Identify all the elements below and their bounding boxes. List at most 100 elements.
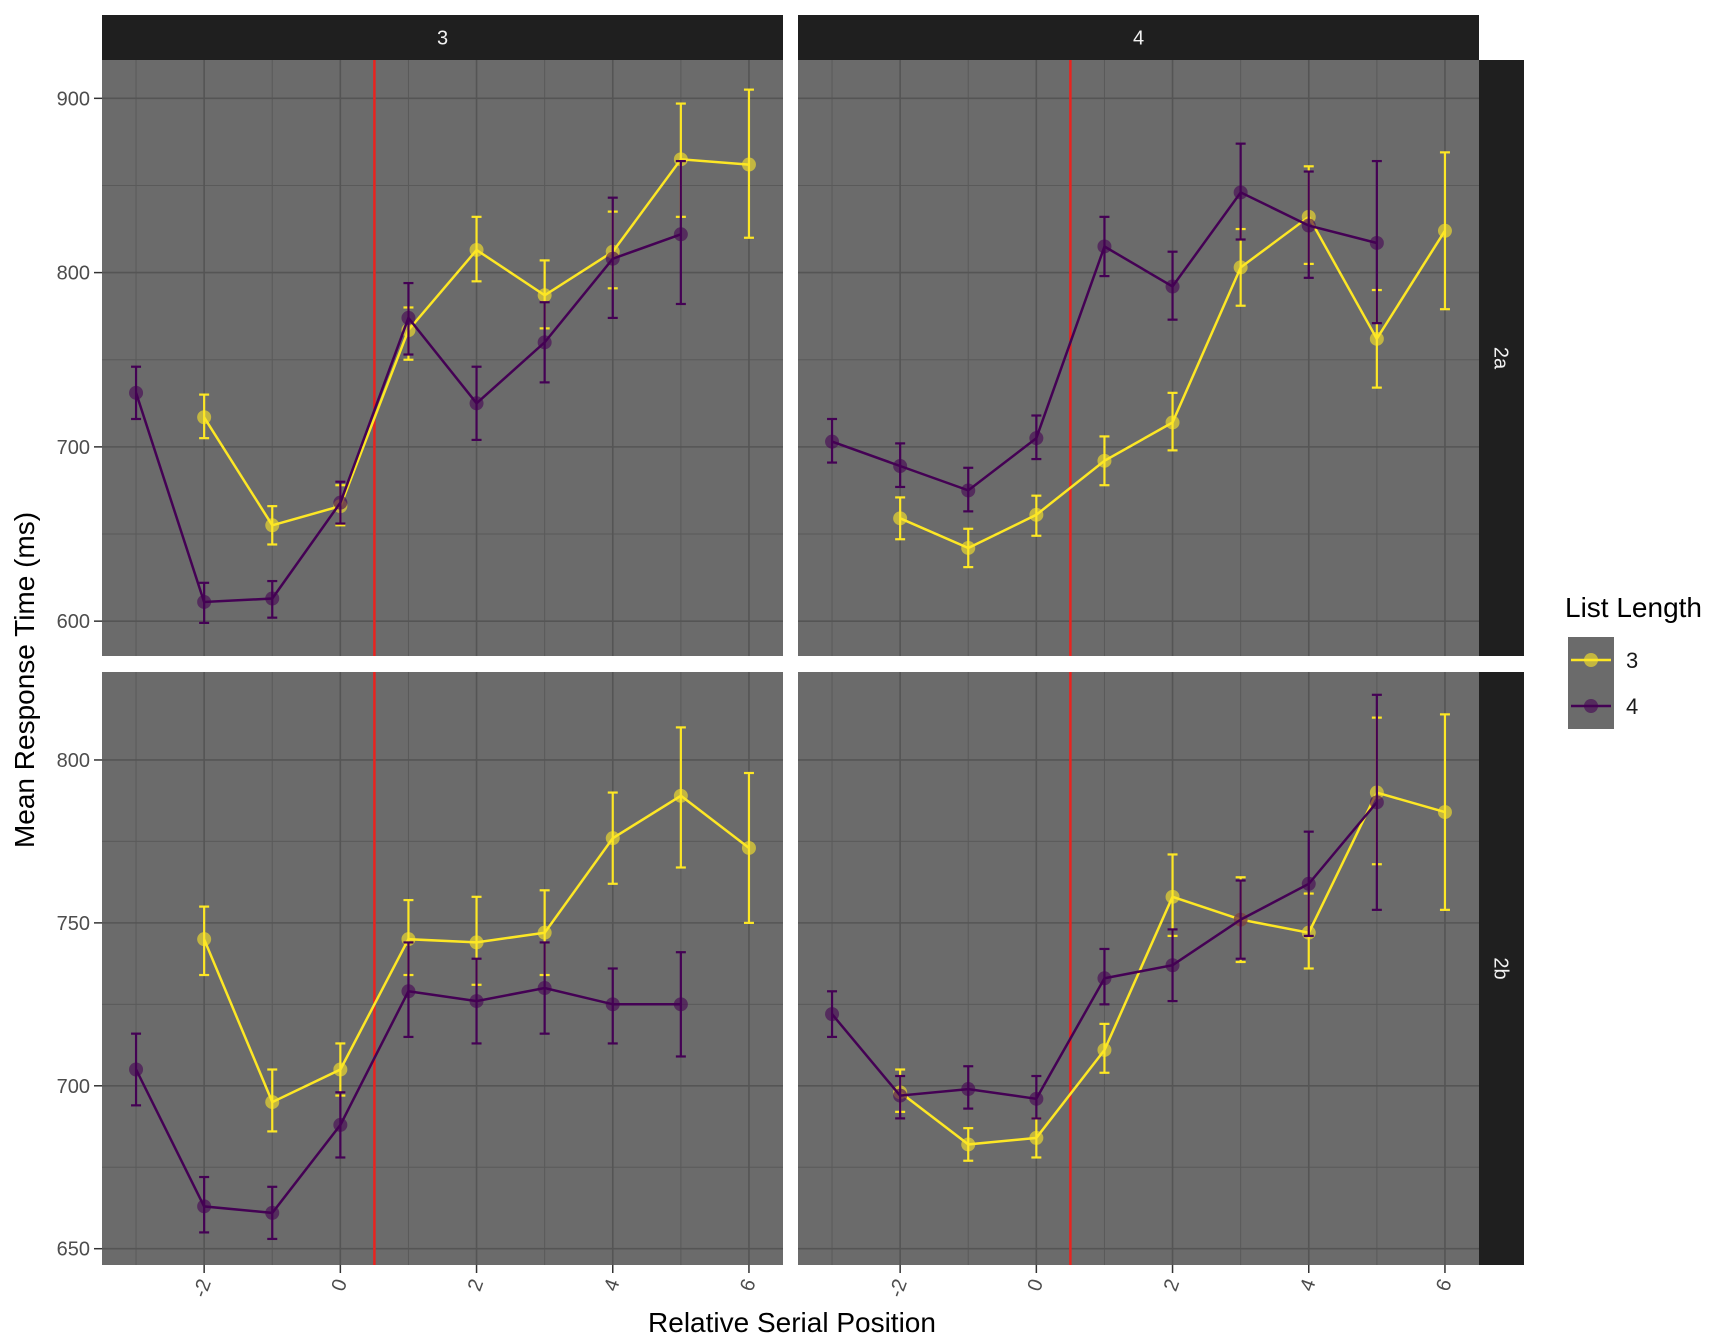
column-strip-3 bbox=[102, 15, 783, 60]
data-point bbox=[537, 925, 552, 940]
x-tick-label: -2 bbox=[189, 1276, 216, 1300]
data-point bbox=[1097, 239, 1112, 254]
data-point bbox=[741, 157, 756, 172]
x-tick-label: 2 bbox=[1160, 1276, 1184, 1294]
data-point bbox=[961, 483, 976, 498]
series-4 bbox=[129, 159, 688, 624]
data-point bbox=[1029, 1130, 1044, 1145]
x-axis-title: Relative Serial Position bbox=[648, 1307, 936, 1338]
data-point bbox=[605, 831, 620, 846]
legend-key-point-3 bbox=[1584, 653, 1598, 667]
data-point bbox=[197, 1199, 212, 1214]
data-point bbox=[1369, 235, 1384, 250]
data-point bbox=[1437, 223, 1452, 238]
row-strip-label: 2b bbox=[1490, 957, 1512, 979]
data-point bbox=[333, 495, 348, 510]
data-point bbox=[1301, 218, 1316, 233]
data-point bbox=[469, 396, 484, 411]
y-tick-label: 800 bbox=[57, 750, 90, 772]
data-point bbox=[197, 410, 212, 425]
x-tick-label: 6 bbox=[1432, 1276, 1456, 1294]
series-4 bbox=[825, 693, 1384, 1120]
data-point bbox=[469, 994, 484, 1009]
data-point bbox=[1369, 331, 1384, 346]
data-point bbox=[265, 518, 280, 533]
y-tick-label: 650 bbox=[57, 1239, 90, 1261]
data-point bbox=[1165, 279, 1180, 294]
data-point bbox=[197, 594, 212, 609]
data-point bbox=[673, 227, 688, 242]
legend-key-point-4 bbox=[1584, 699, 1598, 713]
y-tick-label: 700 bbox=[57, 1076, 90, 1098]
data-point bbox=[469, 242, 484, 257]
y-tick-label: 900 bbox=[57, 88, 90, 110]
data-point bbox=[893, 1088, 908, 1103]
x-tick-label: 6 bbox=[736, 1276, 760, 1294]
data-point bbox=[265, 1095, 280, 1110]
data-point bbox=[197, 932, 212, 947]
plot-layer: 2a 600 700 800 900 2b 650 700 750 800 3 4 -2 0 2 4 6 -2 0 2… bbox=[57, 15, 1524, 1300]
data-point bbox=[825, 434, 840, 449]
panel-2a-3 bbox=[102, 60, 783, 656]
data-point bbox=[1233, 185, 1248, 200]
data-point bbox=[537, 335, 552, 350]
column-strip-label: 4 bbox=[1133, 28, 1144, 50]
data-point bbox=[1369, 795, 1384, 810]
data-point bbox=[469, 935, 484, 950]
legend-title: List Length bbox=[1565, 592, 1702, 623]
data-point bbox=[129, 385, 144, 400]
data-point bbox=[265, 1205, 280, 1220]
y-tick-label: 750 bbox=[57, 913, 90, 935]
x-tick-label: 0 bbox=[328, 1276, 352, 1294]
data-point bbox=[537, 981, 552, 996]
panel-background bbox=[798, 672, 1479, 1265]
data-point bbox=[961, 1137, 976, 1152]
panel-background bbox=[102, 60, 783, 656]
data-point bbox=[605, 997, 620, 1012]
data-point bbox=[265, 591, 280, 606]
data-point bbox=[1233, 912, 1248, 927]
y-axis-title: Mean Response Time (ms) bbox=[9, 512, 40, 848]
data-point bbox=[893, 459, 908, 474]
data-point bbox=[1029, 507, 1044, 522]
data-point bbox=[673, 788, 688, 803]
data-point bbox=[961, 540, 976, 555]
data-point bbox=[1165, 415, 1180, 430]
data-point bbox=[825, 1007, 840, 1022]
data-point bbox=[1097, 1042, 1112, 1057]
y-tick-label: 600 bbox=[57, 611, 90, 633]
x-tick-label: 4 bbox=[600, 1276, 624, 1294]
y-tick-label: 800 bbox=[57, 263, 90, 285]
data-point bbox=[401, 310, 416, 325]
panel-background bbox=[798, 60, 1479, 656]
data-point bbox=[673, 152, 688, 167]
y-tick-label: 700 bbox=[57, 437, 90, 459]
data-point bbox=[961, 1082, 976, 1097]
series-4 bbox=[129, 941, 688, 1241]
panel-2b-3 bbox=[102, 672, 783, 1265]
data-point bbox=[605, 251, 620, 266]
data-point bbox=[401, 984, 416, 999]
x-tick-label: -2 bbox=[885, 1276, 912, 1300]
x-tick-label: 4 bbox=[1296, 1276, 1320, 1294]
data-point bbox=[333, 1117, 348, 1132]
data-point bbox=[333, 1062, 348, 1077]
column-strip-label: 3 bbox=[437, 28, 448, 50]
series-4 bbox=[825, 142, 1384, 513]
row-strip-2b bbox=[1479, 672, 1524, 1265]
row-strip-2a bbox=[1479, 60, 1524, 656]
data-point bbox=[741, 840, 756, 855]
legend: List Length 3 4 bbox=[1565, 592, 1702, 729]
data-point bbox=[1097, 453, 1112, 468]
data-point bbox=[1097, 971, 1112, 986]
column-strip-4 bbox=[798, 15, 1479, 60]
legend-label-3: 3 bbox=[1626, 648, 1638, 673]
series-3 bbox=[893, 151, 1452, 569]
data-point bbox=[1165, 958, 1180, 973]
panel-2a-4 bbox=[798, 60, 1479, 656]
data-point bbox=[1165, 889, 1180, 904]
data-point bbox=[1029, 1091, 1044, 1106]
data-point bbox=[1437, 805, 1452, 820]
legend-key-box bbox=[1568, 637, 1614, 729]
